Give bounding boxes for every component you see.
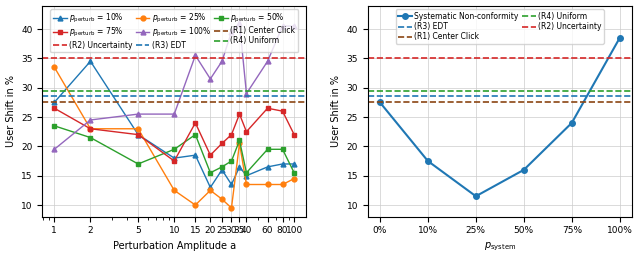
$p_{\mathrm{perturb}}$ = 75%: [264, 107, 271, 110]
$p_{\mathrm{perturb}}$ = 25%: [134, 127, 142, 130]
$p_{\mathrm{perturb}}$ = 50%: [170, 148, 178, 151]
$p_{\mathrm{perturb}}$ = 100%: [218, 60, 226, 63]
$p_{\mathrm{perturb}}$ = 100%: [243, 92, 250, 95]
$p_{\mathrm{perturb}}$ = 100%: [170, 113, 178, 116]
(R1) Center Click: [376, 101, 384, 104]
(R4) Uniform: [424, 89, 432, 92]
$p_{\mathrm{perturb}}$ = 25%: [218, 198, 226, 201]
$p_{\mathrm{perturb}}$ = 10%: [291, 162, 298, 166]
$p_{\mathrm{perturb}}$ = 10%: [207, 186, 214, 189]
$p_{\mathrm{perturb}}$ = 100%: [86, 118, 94, 121]
$p_{\mathrm{perturb}}$ = 100%: [51, 148, 58, 151]
Y-axis label: User Shift in %: User Shift in %: [331, 75, 341, 147]
$p_{\mathrm{perturb}}$ = 10%: [243, 174, 250, 177]
Line: $p_{\mathrm{perturb}}$ = 75%: $p_{\mathrm{perturb}}$ = 75%: [52, 106, 296, 163]
$p_{\mathrm{perturb}}$ = 100%: [264, 60, 271, 63]
$p_{\mathrm{perturb}}$ = 10%: [51, 101, 58, 104]
$p_{\mathrm{perturb}}$ = 10%: [191, 154, 199, 157]
$p_{\mathrm{perturb}}$ = 50%: [218, 165, 226, 168]
$p_{\mathrm{perturb}}$ = 25%: [207, 189, 214, 192]
$p_{\mathrm{perturb}}$ = 75%: [278, 110, 286, 113]
$p_{\mathrm{perturb}}$ = 25%: [191, 204, 199, 207]
$p_{\mathrm{perturb}}$ = 50%: [236, 139, 243, 142]
Line: $p_{\mathrm{perturb}}$ = 25%: $p_{\mathrm{perturb}}$ = 25%: [52, 65, 296, 210]
$p_{\mathrm{perturb}}$ = 50%: [191, 133, 199, 136]
$p_{\mathrm{perturb}}$ = 50%: [291, 171, 298, 174]
$p_{\mathrm{perturb}}$ = 25%: [228, 206, 236, 210]
(R2) Uncertainty: [424, 57, 432, 60]
(R2) Uncertainty: [376, 57, 384, 60]
Y-axis label: User Shift in %: User Shift in %: [6, 75, 15, 147]
$p_{\mathrm{perturb}}$ = 75%: [228, 133, 236, 136]
$p_{\mathrm{perturb}}$ = 100%: [228, 30, 236, 33]
Legend: Systematic Non-conformity, (R3) EDT, (R1) Center Click, (R4) Uniform, (R2) Uncer: Systematic Non-conformity, (R3) EDT, (R1…: [396, 9, 604, 44]
$p_{\mathrm{perturb}}$ = 100%: [291, 25, 298, 28]
Systematic Non-conformity: [376, 101, 384, 104]
$p_{\mathrm{perturb}}$ = 75%: [170, 160, 178, 163]
Legend: $p_{\mathrm{perturb}}$ = 10%, $p_{\mathrm{perturb}}$ = 75%, (R2) Uncertainty, $p: $p_{\mathrm{perturb}}$ = 10%, $p_{\mathr…: [51, 9, 298, 52]
$p_{\mathrm{perturb}}$ = 10%: [170, 156, 178, 160]
$p_{\mathrm{perturb}}$ = 75%: [51, 107, 58, 110]
$p_{\mathrm{perturb}}$ = 75%: [218, 142, 226, 145]
Line: $p_{\mathrm{perturb}}$ = 50%: $p_{\mathrm{perturb}}$ = 50%: [52, 123, 296, 175]
Line: $p_{\mathrm{perturb}}$ = 10%: $p_{\mathrm{perturb}}$ = 10%: [52, 59, 296, 190]
$p_{\mathrm{perturb}}$ = 25%: [264, 183, 271, 186]
$p_{\mathrm{perturb}}$ = 75%: [291, 133, 298, 136]
$p_{\mathrm{perturb}}$ = 50%: [228, 160, 236, 163]
$p_{\mathrm{perturb}}$ = 75%: [191, 121, 199, 124]
(R3) EDT: [376, 95, 384, 98]
$p_{\mathrm{perturb}}$ = 25%: [51, 66, 58, 69]
Systematic Non-conformity: [568, 121, 575, 124]
$p_{\mathrm{perturb}}$ = 25%: [291, 177, 298, 180]
Line: Systematic Non-conformity: Systematic Non-conformity: [377, 35, 623, 199]
$p_{\mathrm{perturb}}$ = 10%: [218, 168, 226, 171]
$p_{\mathrm{perturb}}$ = 50%: [134, 162, 142, 166]
Line: $p_{\mathrm{perturb}}$ = 100%: $p_{\mathrm{perturb}}$ = 100%: [52, 21, 296, 152]
$p_{\mathrm{perturb}}$ = 25%: [243, 183, 250, 186]
$p_{\mathrm{perturb}}$ = 10%: [228, 183, 236, 186]
$p_{\mathrm{perturb}}$ = 10%: [278, 162, 286, 166]
$p_{\mathrm{perturb}}$ = 75%: [236, 113, 243, 116]
$p_{\mathrm{perturb}}$ = 100%: [278, 25, 286, 28]
$p_{\mathrm{perturb}}$ = 100%: [134, 113, 142, 116]
$p_{\mathrm{perturb}}$ = 25%: [236, 142, 243, 145]
X-axis label: $p_{\mathrm{system}}$: $p_{\mathrm{system}}$: [484, 241, 516, 254]
$p_{\mathrm{perturb}}$ = 100%: [236, 21, 243, 25]
$p_{\mathrm{perturb}}$ = 50%: [51, 124, 58, 127]
$p_{\mathrm{perturb}}$ = 50%: [207, 171, 214, 174]
$p_{\mathrm{perturb}}$ = 75%: [243, 130, 250, 133]
$p_{\mathrm{perturb}}$ = 50%: [264, 148, 271, 151]
$p_{\mathrm{perturb}}$ = 50%: [243, 171, 250, 174]
(R3) EDT: [424, 95, 432, 98]
X-axis label: Perturbation Amplitude a: Perturbation Amplitude a: [113, 241, 236, 251]
Systematic Non-conformity: [472, 195, 480, 198]
$p_{\mathrm{perturb}}$ = 75%: [134, 133, 142, 136]
$p_{\mathrm{perturb}}$ = 10%: [86, 60, 94, 63]
$p_{\mathrm{perturb}}$ = 25%: [86, 127, 94, 130]
$p_{\mathrm{perturb}}$ = 100%: [191, 54, 199, 57]
Systematic Non-conformity: [616, 36, 623, 39]
$p_{\mathrm{perturb}}$ = 75%: [207, 154, 214, 157]
$p_{\mathrm{perturb}}$ = 10%: [134, 133, 142, 136]
(R1) Center Click: [424, 101, 432, 104]
$p_{\mathrm{perturb}}$ = 75%: [86, 127, 94, 130]
$p_{\mathrm{perturb}}$ = 50%: [278, 148, 286, 151]
$p_{\mathrm{perturb}}$ = 10%: [236, 165, 243, 168]
$p_{\mathrm{perturb}}$ = 25%: [170, 189, 178, 192]
$p_{\mathrm{perturb}}$ = 10%: [264, 165, 271, 168]
Systematic Non-conformity: [520, 168, 527, 171]
(R4) Uniform: [376, 89, 384, 92]
Systematic Non-conformity: [424, 160, 432, 163]
$p_{\mathrm{perturb}}$ = 100%: [207, 77, 214, 81]
$p_{\mathrm{perturb}}$ = 25%: [278, 183, 286, 186]
$p_{\mathrm{perturb}}$ = 50%: [86, 136, 94, 139]
